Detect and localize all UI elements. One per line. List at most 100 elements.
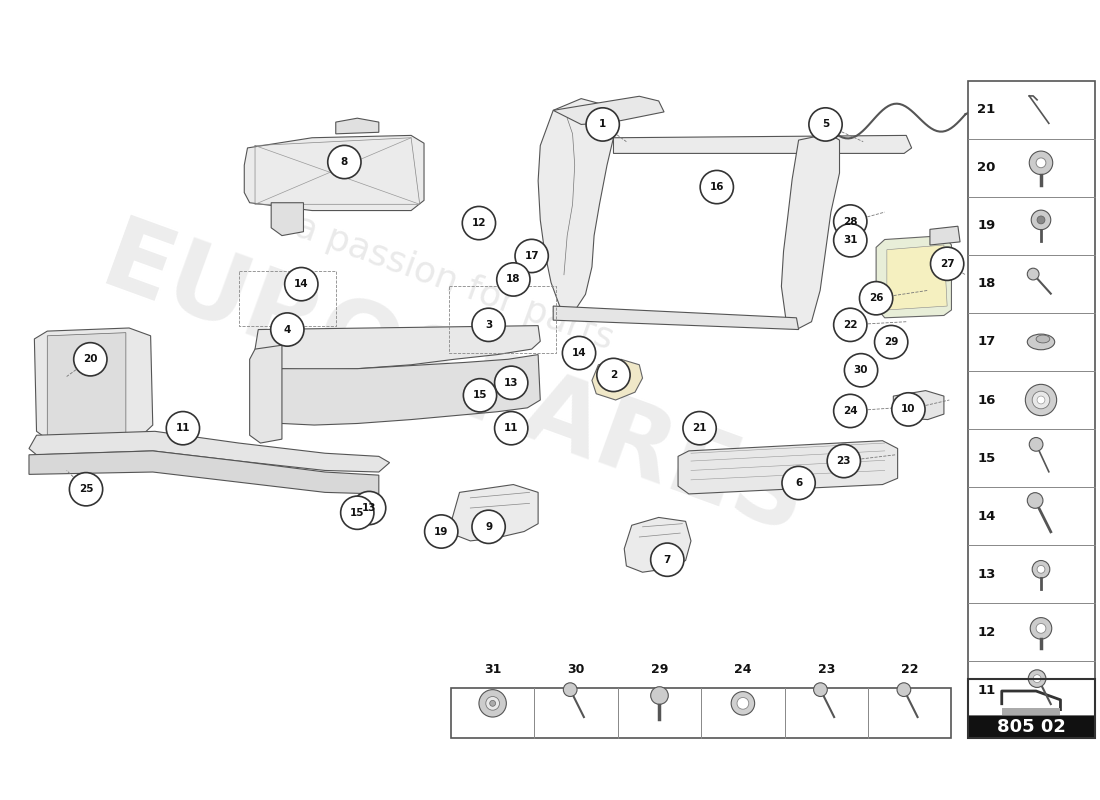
Text: 18: 18 <box>506 274 520 285</box>
Circle shape <box>1037 216 1045 224</box>
Polygon shape <box>624 518 691 572</box>
Polygon shape <box>678 441 898 494</box>
Text: 13: 13 <box>362 503 376 513</box>
Ellipse shape <box>1027 334 1055 350</box>
Text: 15: 15 <box>350 508 364 518</box>
Circle shape <box>651 686 669 704</box>
Circle shape <box>1027 493 1043 508</box>
Polygon shape <box>258 354 540 425</box>
Circle shape <box>1037 396 1045 404</box>
Text: 19: 19 <box>434 526 449 537</box>
Text: 31: 31 <box>843 235 858 246</box>
Bar <box>968 679 1094 716</box>
Circle shape <box>495 411 528 445</box>
Circle shape <box>651 543 684 576</box>
Circle shape <box>490 701 496 706</box>
Circle shape <box>1030 151 1053 174</box>
Circle shape <box>472 510 505 543</box>
Circle shape <box>352 491 386 525</box>
Text: 21: 21 <box>692 423 707 433</box>
Polygon shape <box>538 98 614 314</box>
Text: 10: 10 <box>901 404 915 414</box>
Circle shape <box>834 394 867 427</box>
Text: 28: 28 <box>843 217 858 226</box>
Text: 17: 17 <box>978 335 996 349</box>
Text: 22: 22 <box>843 320 858 330</box>
Bar <box>968 716 1094 738</box>
Circle shape <box>892 393 925 426</box>
Polygon shape <box>614 135 912 154</box>
Text: 20: 20 <box>978 162 996 174</box>
Text: 8: 8 <box>341 157 348 167</box>
Circle shape <box>683 411 716 445</box>
Text: 14: 14 <box>978 510 996 522</box>
Text: 30: 30 <box>854 366 868 375</box>
Text: 29: 29 <box>651 663 668 676</box>
Circle shape <box>1031 618 1052 639</box>
Circle shape <box>1025 384 1057 416</box>
Circle shape <box>874 326 907 358</box>
Circle shape <box>931 247 964 281</box>
Circle shape <box>814 682 827 697</box>
Circle shape <box>1032 391 1049 409</box>
Text: 1: 1 <box>600 119 606 130</box>
Circle shape <box>737 698 749 710</box>
Text: 16: 16 <box>710 182 724 192</box>
Text: 13: 13 <box>504 378 518 388</box>
Text: 29: 29 <box>884 337 899 347</box>
Circle shape <box>1030 438 1043 451</box>
Circle shape <box>341 496 374 530</box>
Text: 27: 27 <box>939 258 955 269</box>
Text: 12: 12 <box>472 218 486 228</box>
Polygon shape <box>250 346 282 443</box>
Circle shape <box>834 205 867 238</box>
Circle shape <box>834 224 867 257</box>
Circle shape <box>1036 623 1046 634</box>
Circle shape <box>1027 268 1040 280</box>
Polygon shape <box>592 359 642 400</box>
Text: 15: 15 <box>473 390 487 400</box>
Text: 7: 7 <box>663 554 671 565</box>
Text: 5: 5 <box>822 119 829 130</box>
Text: 22: 22 <box>901 663 918 676</box>
Circle shape <box>515 239 548 273</box>
Text: 31: 31 <box>484 663 502 676</box>
Circle shape <box>1036 158 1046 168</box>
Circle shape <box>285 267 318 301</box>
Polygon shape <box>930 226 960 245</box>
Circle shape <box>859 282 893 315</box>
Circle shape <box>1037 566 1045 574</box>
Circle shape <box>463 378 496 412</box>
Circle shape <box>74 342 107 376</box>
Circle shape <box>732 692 755 715</box>
Text: 3: 3 <box>485 320 492 330</box>
Circle shape <box>597 358 630 391</box>
Polygon shape <box>781 134 839 330</box>
Text: 19: 19 <box>978 219 996 232</box>
Bar <box>1002 708 1060 715</box>
Polygon shape <box>887 245 947 310</box>
Circle shape <box>478 690 506 717</box>
Text: 805 02: 805 02 <box>997 718 1066 736</box>
Circle shape <box>425 515 458 548</box>
Ellipse shape <box>1036 335 1049 343</box>
Text: 24: 24 <box>843 406 858 416</box>
Circle shape <box>562 336 596 370</box>
Circle shape <box>497 263 530 296</box>
Text: 14: 14 <box>572 348 586 358</box>
Text: 11: 11 <box>978 684 996 697</box>
Text: 9: 9 <box>485 522 492 532</box>
Polygon shape <box>553 96 664 125</box>
Text: 26: 26 <box>869 294 883 303</box>
Circle shape <box>495 366 528 399</box>
Text: 11: 11 <box>504 423 518 433</box>
Circle shape <box>328 146 361 178</box>
Text: EUROSPARES: EUROSPARES <box>89 212 820 557</box>
Circle shape <box>701 170 734 204</box>
Circle shape <box>845 354 878 387</box>
Text: 24: 24 <box>734 663 751 676</box>
Circle shape <box>563 682 578 697</box>
Bar <box>968 81 1094 719</box>
Text: 20: 20 <box>84 354 98 364</box>
Text: 13: 13 <box>978 568 996 581</box>
